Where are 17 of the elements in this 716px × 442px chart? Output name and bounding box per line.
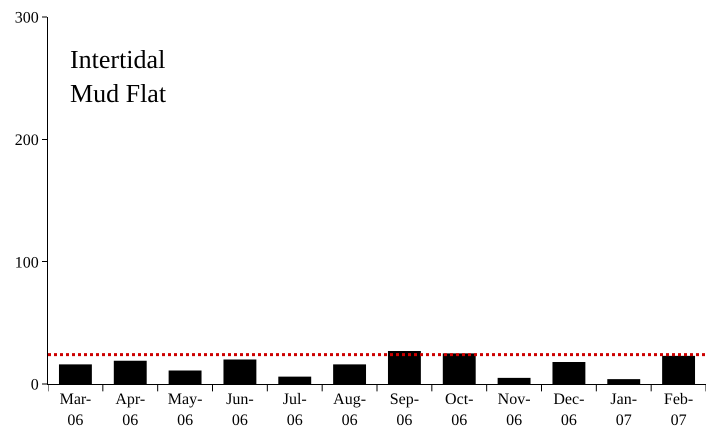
x-tick-label: Jun- 06	[226, 391, 254, 429]
x-tick-label: Sep- 06	[390, 391, 420, 429]
y-tick-label: 0	[30, 376, 39, 394]
x-tick-label: Feb- 07	[664, 391, 694, 429]
y-tick-label: 300	[14, 10, 39, 27]
x-tick-label: Mar- 06	[60, 391, 92, 429]
x-tick-label: Oct- 06	[445, 391, 474, 429]
x-tick-label: Dec- 06	[553, 391, 584, 429]
x-tick-label: Jan- 07	[610, 391, 638, 429]
annotation: Intertidal Mud Flat	[70, 45, 167, 108]
x-tick-label: Aug- 06	[333, 391, 366, 429]
x-tick-label: Apr- 06	[115, 391, 146, 429]
x-tick-label: Jul- 06	[282, 391, 307, 429]
y-tick-label: 200	[14, 132, 39, 149]
y-tick-label: 100	[14, 254, 39, 272]
x-tick-label: Nov- 06	[498, 391, 531, 429]
x-tick-label: May- 06	[168, 391, 202, 429]
